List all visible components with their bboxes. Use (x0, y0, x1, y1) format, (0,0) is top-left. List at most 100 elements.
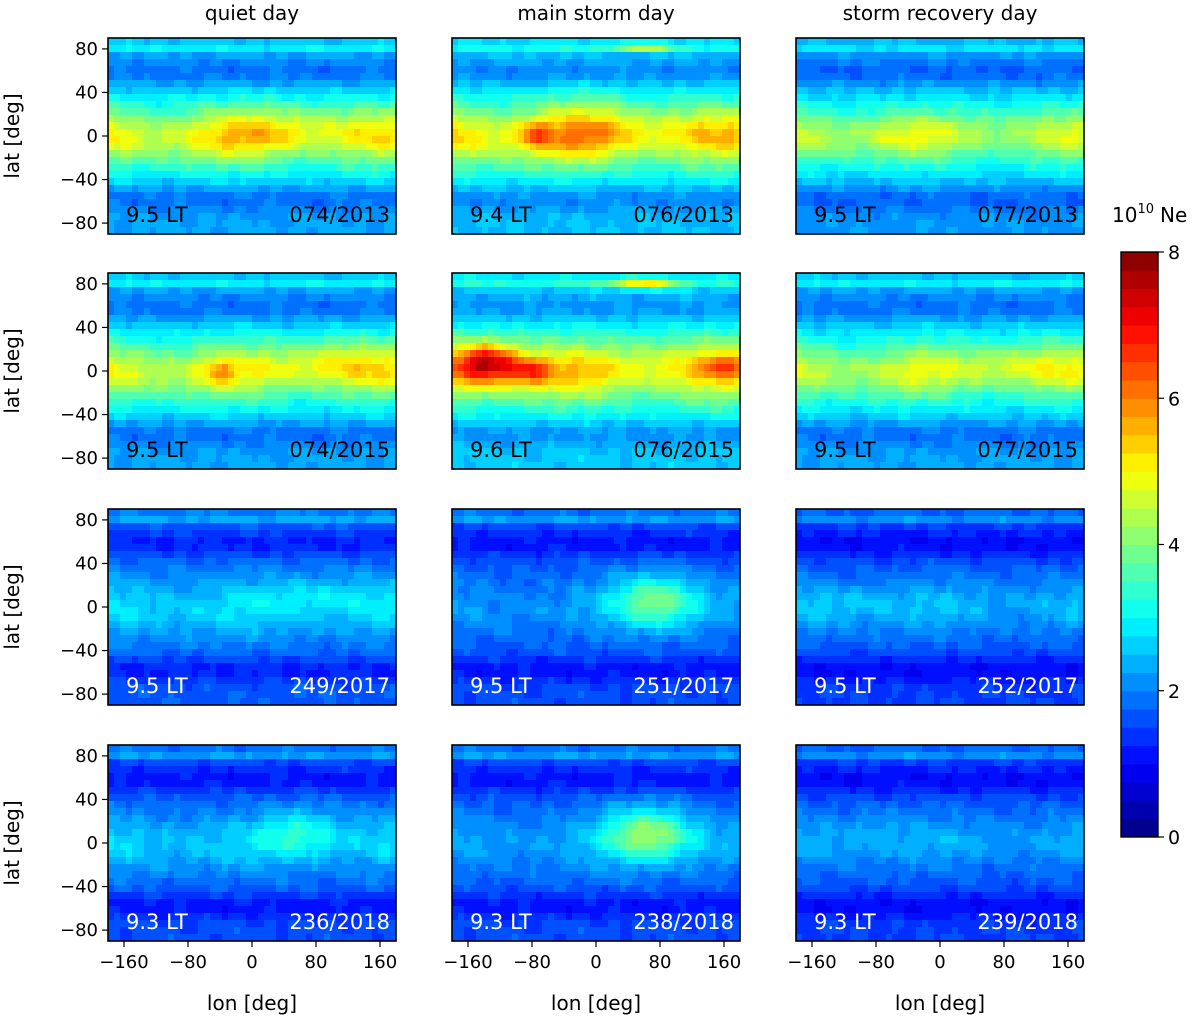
heatmap-cell (500, 157, 507, 165)
heatmap-cell (898, 73, 905, 81)
heatmap-cell (1042, 45, 1049, 53)
heatmap-cell (832, 213, 839, 221)
heatmap-cell (300, 322, 307, 330)
heatmap-cell (916, 101, 923, 109)
heatmap-cell (958, 38, 965, 46)
heatmap-cell (120, 115, 127, 123)
heatmap-cell (1060, 150, 1067, 158)
heatmap-cell (288, 206, 295, 214)
heatmap-cell (144, 343, 151, 351)
heatmap-cell (312, 199, 319, 207)
heatmap-cell (856, 122, 863, 130)
heatmap-cell (506, 192, 513, 200)
heatmap-cell (668, 66, 675, 74)
heatmap-cell (554, 199, 561, 207)
heatmap-cell (174, 206, 181, 214)
heatmap-cell (306, 171, 313, 179)
heatmap-cell (282, 45, 289, 53)
heatmap-cell (868, 206, 875, 214)
heatmap-cell (264, 178, 271, 186)
heatmap-cell (306, 399, 313, 407)
heatmap-cell (246, 364, 253, 372)
heatmap-cell (300, 227, 307, 234)
heatmap-cell (222, 94, 229, 102)
heatmap-cell (132, 143, 139, 151)
heatmap-cell (710, 136, 717, 144)
heatmap-cell (988, 115, 995, 123)
heatmap-cell (1012, 185, 1019, 193)
heatmap-cell (952, 143, 959, 151)
heatmap-cell (234, 94, 241, 102)
heatmap-cell (336, 227, 343, 234)
heatmap-cell (928, 143, 935, 151)
heatmap-cell (264, 108, 271, 116)
heatmap-cell (372, 357, 379, 365)
heatmap-cell (156, 357, 163, 365)
heatmap-cell (258, 294, 265, 302)
heatmap-cell (234, 315, 241, 323)
heatmap-cell (802, 73, 809, 81)
heatmap-cell (916, 80, 923, 88)
heatmap-cell (464, 38, 471, 46)
heatmap-cell (1036, 52, 1043, 60)
heatmap-cell (1030, 171, 1037, 179)
heatmap-cell (946, 52, 953, 60)
heatmap-cell (372, 385, 379, 393)
heatmap-cell (970, 136, 977, 144)
heatmap-cell (318, 213, 325, 221)
heatmap-cell (204, 329, 211, 337)
heatmap-cell (934, 206, 941, 214)
heatmap-cell (282, 192, 289, 200)
heatmap-cell (324, 87, 331, 95)
heatmap-cell (324, 273, 331, 281)
heatmap-cell (464, 150, 471, 158)
heatmap-cell (270, 364, 277, 372)
heatmap-cell (348, 59, 355, 67)
heatmap-cell (844, 94, 851, 102)
heatmap-cell (716, 220, 723, 228)
heatmap-cell (620, 122, 627, 130)
heatmap-cell (680, 150, 687, 158)
heatmap-cell (132, 192, 139, 200)
heatmap-cell (216, 108, 223, 116)
heatmap-cell (318, 150, 325, 158)
heatmap-cell (162, 287, 169, 295)
heatmap-cell (820, 171, 827, 179)
heatmap-cell (210, 73, 217, 81)
heatmap-cell (252, 315, 259, 323)
heatmap-cell (506, 101, 513, 109)
heatmap-cell (886, 206, 893, 214)
heatmap-cell (270, 129, 277, 137)
heatmap-cell (342, 199, 349, 207)
heatmap-cell (108, 164, 115, 172)
heatmap-cell (716, 80, 723, 88)
heatmap-cell (210, 185, 217, 193)
heatmap-cell (892, 157, 899, 165)
heatmap-cell (132, 73, 139, 81)
heatmap-cell (802, 52, 809, 60)
heatmap-cell (898, 185, 905, 193)
heatmap-cell (288, 343, 295, 351)
heatmap-cell (312, 280, 319, 288)
heatmap-cell (518, 178, 525, 186)
heatmap-cell (264, 143, 271, 151)
heatmap-cell (862, 129, 869, 137)
heatmap-cell (264, 301, 271, 309)
heatmap-cell (692, 143, 699, 151)
heatmap-cell (126, 87, 133, 95)
heatmap-cell (222, 315, 229, 323)
heatmap-cell (934, 94, 941, 102)
heatmap-cell (174, 287, 181, 295)
heatmap-cell (144, 136, 151, 144)
heatmap-cell (216, 378, 223, 386)
heatmap-cell (940, 108, 947, 116)
heatmap-cell (632, 213, 639, 221)
heatmap-cell (204, 45, 211, 53)
heatmap-cell (728, 227, 735, 234)
heatmap-cell (458, 87, 465, 95)
heatmap-cell (372, 364, 379, 372)
heatmap-cell (174, 66, 181, 74)
heatmap-cell (1030, 115, 1037, 123)
heatmap-cell (228, 273, 235, 281)
heatmap-cell (734, 59, 740, 67)
